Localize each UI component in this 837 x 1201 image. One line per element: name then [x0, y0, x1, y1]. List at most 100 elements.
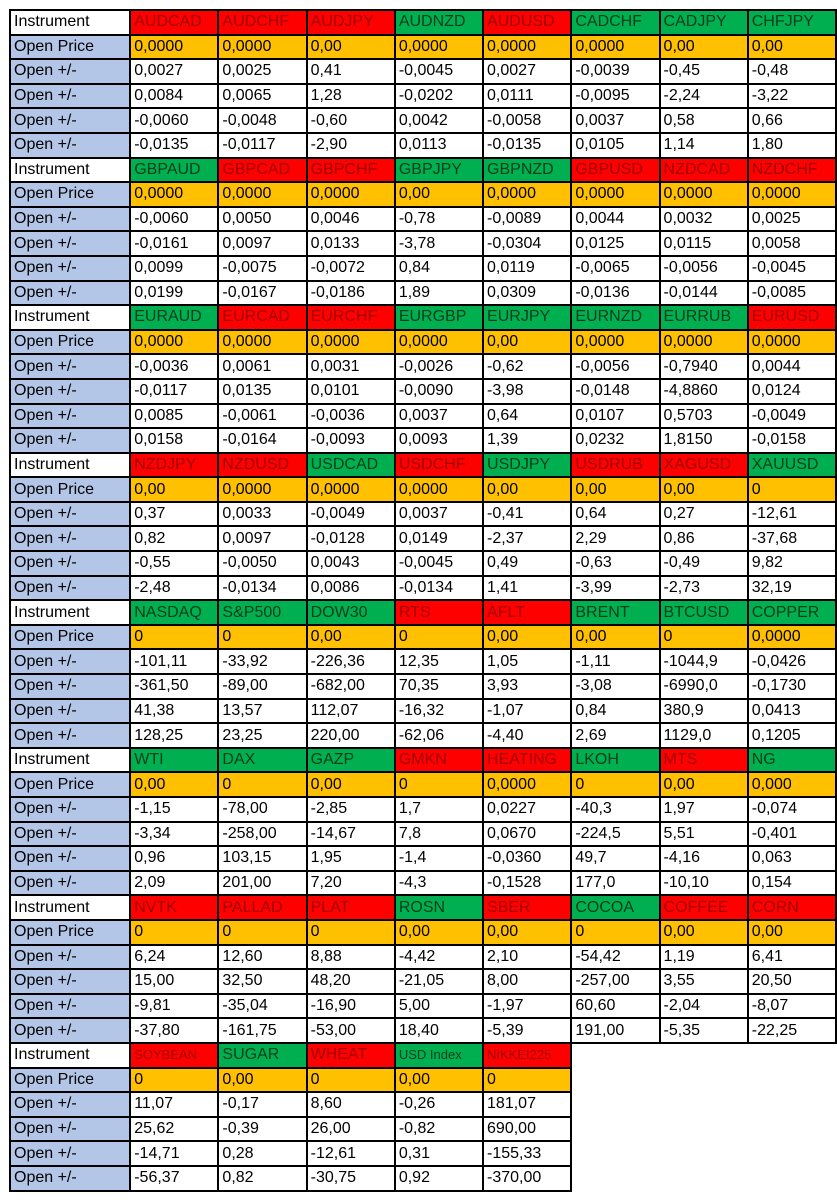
- open-change-cell[interactable]: -14,71: [129, 1140, 220, 1167]
- open-price-cell[interactable]: 0,0000: [658, 181, 749, 208]
- open-change-cell[interactable]: 0,0227: [482, 796, 573, 823]
- instrument-name-cell[interactable]: PALLAD: [217, 894, 308, 921]
- open-change-cell[interactable]: 0,0115: [658, 230, 749, 257]
- open-change-cell[interactable]: 0,84: [393, 254, 485, 282]
- open-change-cell[interactable]: 1,95: [305, 845, 396, 872]
- open-change-cell[interactable]: 12,35: [393, 648, 485, 676]
- open-change-cell[interactable]: -0,0186: [305, 279, 396, 307]
- open-price-cell[interactable]: 0: [482, 1066, 573, 1094]
- open-price-cell[interactable]: 0,0000: [746, 328, 837, 356]
- open-change-cell[interactable]: 0,0097: [217, 230, 308, 257]
- open-change-cell[interactable]: -2,37: [482, 525, 573, 553]
- open-change-cell[interactable]: -62,06: [393, 722, 485, 749]
- open-change-cell[interactable]: 0,0105: [570, 131, 661, 159]
- instrument-name-cell[interactable]: SUGAR: [217, 1041, 308, 1069]
- open-price-cell[interactable]: 0,0000: [129, 328, 220, 356]
- instrument-name-cell[interactable]: USDCAD: [305, 451, 396, 479]
- open-change-cell[interactable]: 1,8150: [658, 427, 749, 454]
- open-change-cell[interactable]: -1,07: [482, 697, 573, 725]
- open-change-cell[interactable]: 1,7: [393, 796, 485, 823]
- open-change-cell[interactable]: 1,39: [482, 427, 573, 454]
- open-change-cell[interactable]: 0,063: [746, 845, 837, 872]
- open-change-cell[interactable]: 6,24: [129, 943, 220, 971]
- open-change-cell[interactable]: -0,26: [393, 1091, 485, 1118]
- open-change-cell[interactable]: -682,00: [305, 673, 396, 700]
- open-price-cell[interactable]: 0,00: [482, 476, 573, 503]
- open-change-cell[interactable]: 0,0107: [570, 402, 661, 430]
- open-change-cell[interactable]: -10,10: [658, 869, 749, 897]
- open-change-cell[interactable]: 1,89: [393, 279, 485, 307]
- open-change-cell[interactable]: -0,0117: [129, 377, 220, 405]
- open-change-cell[interactable]: 7,20: [305, 869, 396, 897]
- open-change-cell[interactable]: 0,0065: [217, 82, 308, 110]
- open-change-cell[interactable]: -8,07: [746, 992, 837, 1020]
- open-change-cell[interactable]: -2,24: [658, 82, 749, 110]
- open-price-cell[interactable]: 0,00: [482, 328, 573, 356]
- open-price-cell[interactable]: 0: [305, 918, 396, 946]
- open-price-cell[interactable]: 0,00: [393, 181, 485, 208]
- open-change-cell[interactable]: -0,82: [393, 1115, 485, 1143]
- open-change-cell[interactable]: 0,0061: [217, 353, 308, 380]
- open-price-cell[interactable]: 0,0000: [746, 181, 837, 208]
- open-change-cell[interactable]: -37,80: [129, 1017, 220, 1044]
- open-price-cell[interactable]: 0,00: [217, 1066, 308, 1094]
- open-change-cell[interactable]: -4,42: [393, 943, 485, 971]
- open-change-cell[interactable]: 0,0032: [658, 205, 749, 233]
- open-change-cell[interactable]: -53,00: [305, 1017, 396, 1044]
- open-price-cell[interactable]: 0: [217, 771, 308, 798]
- instrument-name-cell[interactable]: LKOH: [570, 746, 661, 774]
- open-price-cell[interactable]: 0: [217, 918, 308, 946]
- open-change-cell[interactable]: 1,05: [482, 648, 573, 676]
- open-change-cell[interactable]: -3,34: [129, 820, 220, 848]
- open-change-cell[interactable]: -2,90: [305, 131, 396, 159]
- open-price-cell[interactable]: 0: [129, 918, 220, 946]
- instrument-name-cell[interactable]: AUDCAD: [129, 9, 220, 36]
- open-change-cell[interactable]: 0,0027: [129, 58, 220, 85]
- open-change-cell[interactable]: 0,0111: [482, 82, 573, 110]
- open-price-cell[interactable]: 0,00: [570, 623, 661, 651]
- instrument-name-cell[interactable]: SBER: [482, 894, 573, 921]
- instrument-name-cell[interactable]: ROSN: [393, 894, 485, 921]
- instrument-name-cell[interactable]: CORN: [746, 894, 837, 921]
- open-price-cell[interactable]: 0,0000: [217, 328, 308, 356]
- instrument-name-cell[interactable]: COCOA: [570, 894, 661, 921]
- open-price-cell[interactable]: 0: [305, 1066, 396, 1094]
- open-change-cell[interactable]: -0,0049: [746, 402, 837, 430]
- open-change-cell[interactable]: 13,57: [217, 697, 308, 725]
- open-change-cell[interactable]: 0,41: [305, 58, 396, 85]
- open-change-cell[interactable]: 0,27: [658, 500, 749, 528]
- open-change-cell[interactable]: 7,8: [393, 820, 485, 848]
- open-change-cell[interactable]: -155,33: [482, 1140, 573, 1167]
- instrument-name-cell[interactable]: NASDAQ: [129, 599, 220, 626]
- open-change-cell[interactable]: 18,40: [393, 1017, 485, 1044]
- open-change-cell[interactable]: 0,0031: [305, 353, 396, 380]
- open-price-cell[interactable]: 0,0000: [393, 476, 485, 503]
- open-change-cell[interactable]: -4,16: [658, 845, 749, 872]
- open-price-cell[interactable]: 0,00: [393, 1066, 485, 1094]
- open-change-cell[interactable]: 0,49: [482, 550, 573, 577]
- open-change-cell[interactable]: -0,0144: [658, 279, 749, 307]
- open-change-cell[interactable]: -0,0161: [129, 230, 220, 257]
- open-price-cell[interactable]: 0,00: [658, 33, 749, 61]
- instrument-name-cell[interactable]: EURGBP: [393, 304, 485, 331]
- open-price-cell[interactable]: 0,0000: [746, 623, 837, 651]
- open-change-cell[interactable]: 3,55: [658, 968, 749, 995]
- open-change-cell[interactable]: -16,90: [305, 992, 396, 1020]
- open-price-cell[interactable]: 0,00: [658, 918, 749, 946]
- open-change-cell[interactable]: 0,58: [658, 107, 749, 134]
- open-change-cell[interactable]: 0,0058: [746, 230, 837, 257]
- open-change-cell[interactable]: 1,80: [746, 131, 837, 159]
- open-change-cell[interactable]: -9,81: [129, 992, 220, 1020]
- instrument-name-cell[interactable]: AUDNZD: [393, 9, 485, 36]
- open-change-cell[interactable]: 112,07: [305, 697, 396, 725]
- open-change-cell[interactable]: -12,61: [305, 1140, 396, 1167]
- open-change-cell[interactable]: 0,0050: [217, 205, 308, 233]
- open-change-cell[interactable]: 26,00: [305, 1115, 396, 1143]
- open-change-cell[interactable]: 0,0149: [393, 525, 485, 553]
- instrument-name-cell[interactable]: USDCHF: [393, 451, 485, 479]
- open-change-cell[interactable]: 128,25: [129, 722, 220, 749]
- open-price-cell[interactable]: 0,000: [746, 771, 837, 798]
- open-change-cell[interactable]: 0,66: [746, 107, 837, 134]
- instrument-name-cell[interactable]: S&P500: [217, 599, 308, 626]
- instrument-name-cell[interactable]: WTI: [129, 746, 220, 774]
